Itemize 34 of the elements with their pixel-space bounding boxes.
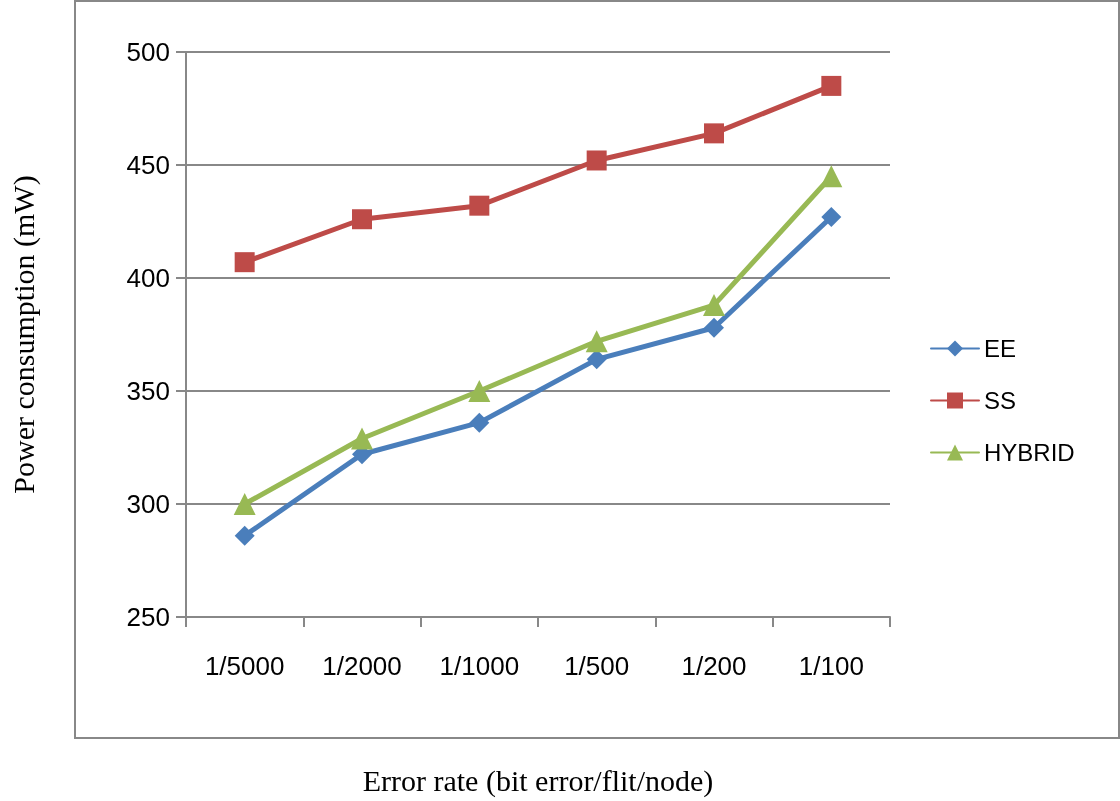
y-tick-label: 400 [126,263,170,293]
point [704,317,724,338]
y-tick-label: 300 [126,489,170,519]
point [586,349,607,370]
y-tick-label: 500 [126,37,170,67]
point [234,252,255,273]
point [468,380,491,402]
x-tick-label: 1/1000 [439,651,520,681]
y-tick-label: 350 [126,376,170,406]
point [820,165,843,188]
legend-label: EE [984,335,1017,362]
point [352,209,372,230]
point [704,123,724,144]
point [585,330,608,353]
point [234,525,255,546]
point [469,412,490,433]
x-axis-title: Error rate (bit error/flit/node) [362,763,714,798]
x-tick-label: 1/2000 [322,651,402,681]
point [351,427,373,450]
x-tick-label: 1/5000 [204,651,285,681]
point [469,195,490,216]
legend-label: HYBRID [984,439,1075,466]
y-tick-label: 250 [126,602,170,632]
x-tick-label: 1/200 [681,651,747,681]
point [233,493,256,515]
x-tick-label: 1/100 [798,651,864,681]
y-tick-label: 450 [126,150,170,180]
point [821,206,842,227]
point [586,150,607,171]
point [703,294,725,317]
legend-label: SS [984,387,1017,414]
y-axis-title: Power consumption (mW) [6,175,41,494]
x-tick-label: 1/500 [564,651,630,681]
point [821,75,842,96]
